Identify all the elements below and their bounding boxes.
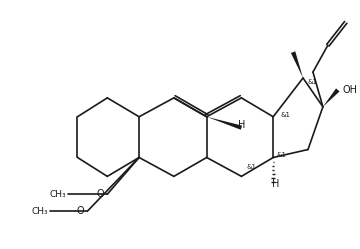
Text: O: O	[77, 206, 85, 216]
Text: &1: &1	[276, 151, 286, 158]
Text: CH₃: CH₃	[31, 207, 48, 216]
Text: &1: &1	[280, 112, 290, 118]
Text: O: O	[97, 189, 104, 199]
Text: &1: &1	[308, 79, 318, 85]
Text: H: H	[238, 120, 245, 130]
Text: H: H	[271, 179, 279, 189]
Text: &1: &1	[246, 164, 256, 170]
Polygon shape	[207, 117, 242, 130]
Text: CH₃: CH₃	[49, 190, 66, 199]
Polygon shape	[323, 88, 339, 107]
Text: OH: OH	[342, 85, 357, 95]
Polygon shape	[291, 51, 303, 78]
